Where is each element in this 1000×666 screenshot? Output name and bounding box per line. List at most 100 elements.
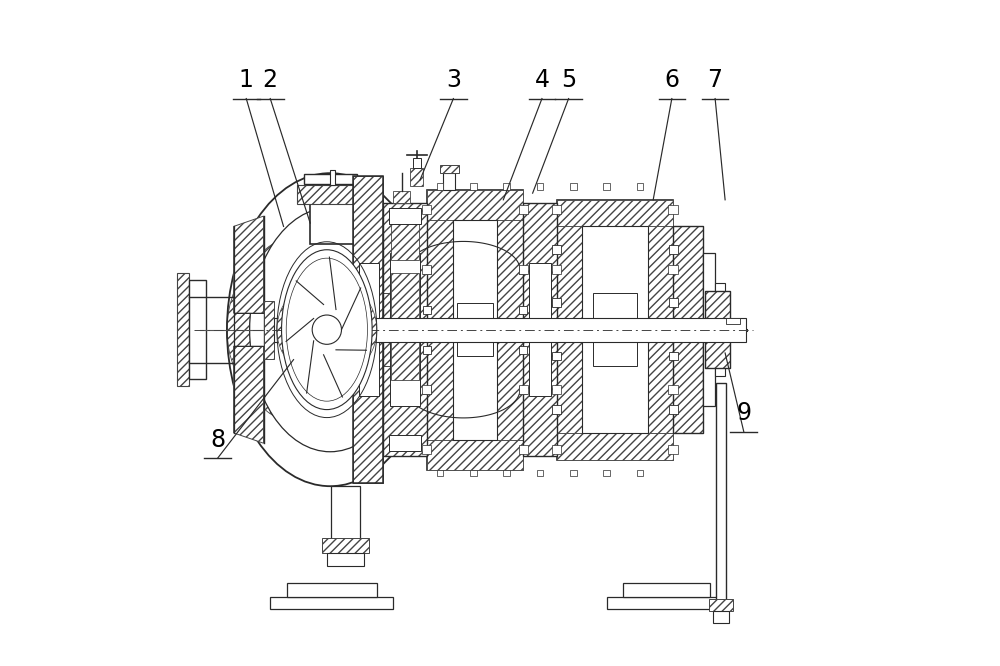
Text: 7: 7 [708,68,723,92]
Bar [437,470,443,476]
Bar [603,183,610,190]
Polygon shape [310,204,363,244]
Bar [383,203,427,456]
Bar [552,265,561,274]
Bar [519,205,528,214]
Bar [264,301,274,358]
Bar [705,291,730,368]
Text: 8: 8 [210,428,225,452]
Bar [582,226,648,433]
Bar [552,298,561,307]
Bar [648,226,673,433]
Bar [443,173,455,190]
Ellipse shape [250,208,411,452]
Bar [725,318,733,322]
Bar [393,191,410,203]
Bar [422,205,431,214]
Bar [427,220,453,440]
Bar [519,266,527,274]
Polygon shape [234,216,264,313]
Bar [457,303,493,356]
Bar [327,553,364,566]
Bar [529,263,551,396]
Bar [390,253,420,406]
Bar [669,352,678,360]
Bar [519,385,528,394]
Bar [427,440,523,470]
Bar [669,405,678,414]
Bar [557,226,582,433]
Bar [331,486,360,539]
Bar [410,168,423,186]
Text: 9: 9 [736,401,751,425]
Bar [637,470,643,476]
Bar [422,445,431,454]
Bar [427,190,523,470]
Bar [519,445,528,454]
Bar [603,470,610,476]
Bar [391,333,419,380]
Bar [422,265,431,274]
Bar [709,599,733,611]
Bar [423,266,431,274]
Bar [637,183,643,190]
Bar [427,190,523,220]
Bar [668,265,678,274]
Bar [519,265,528,274]
Bar [668,385,678,394]
Bar [716,383,726,609]
Bar [552,205,561,214]
Bar [607,597,723,609]
Polygon shape [234,346,264,444]
Bar [177,273,189,386]
Bar [713,611,729,623]
Bar [668,445,678,454]
Bar [453,220,497,440]
Bar [391,273,419,320]
Bar [703,253,715,406]
Ellipse shape [312,315,341,344]
Bar [705,291,730,368]
Bar [673,226,703,433]
Bar [287,583,377,597]
Bar [557,433,673,460]
Bar [413,158,421,168]
Bar [330,170,335,185]
Bar [552,245,561,254]
Text: 1: 1 [239,68,254,92]
Bar [552,445,561,454]
Text: 3: 3 [446,68,461,92]
Bar [519,346,527,354]
Bar [557,200,673,226]
Bar [537,183,543,190]
Text: 4: 4 [534,68,549,92]
Bar [274,318,746,342]
Text: 5: 5 [561,68,576,92]
Wedge shape [277,280,377,380]
Bar [470,470,477,476]
Bar [389,435,421,451]
Bar [304,174,357,184]
Bar [423,386,431,394]
Bar [725,338,733,342]
Bar [669,298,678,307]
Bar [673,226,703,433]
Bar [570,183,577,190]
Bar [383,203,427,456]
Bar [422,385,431,394]
Bar [523,203,557,456]
Bar [353,176,383,483]
Bar [383,293,391,366]
Bar [570,470,577,476]
Bar [523,203,557,456]
Text: 6: 6 [664,68,679,92]
Ellipse shape [282,250,372,410]
Bar [726,318,740,324]
Bar [552,405,561,414]
Bar [557,200,673,460]
Bar [668,205,678,214]
Bar [623,583,710,597]
Wedge shape [227,226,433,433]
Bar [359,263,379,396]
Bar [270,597,393,609]
